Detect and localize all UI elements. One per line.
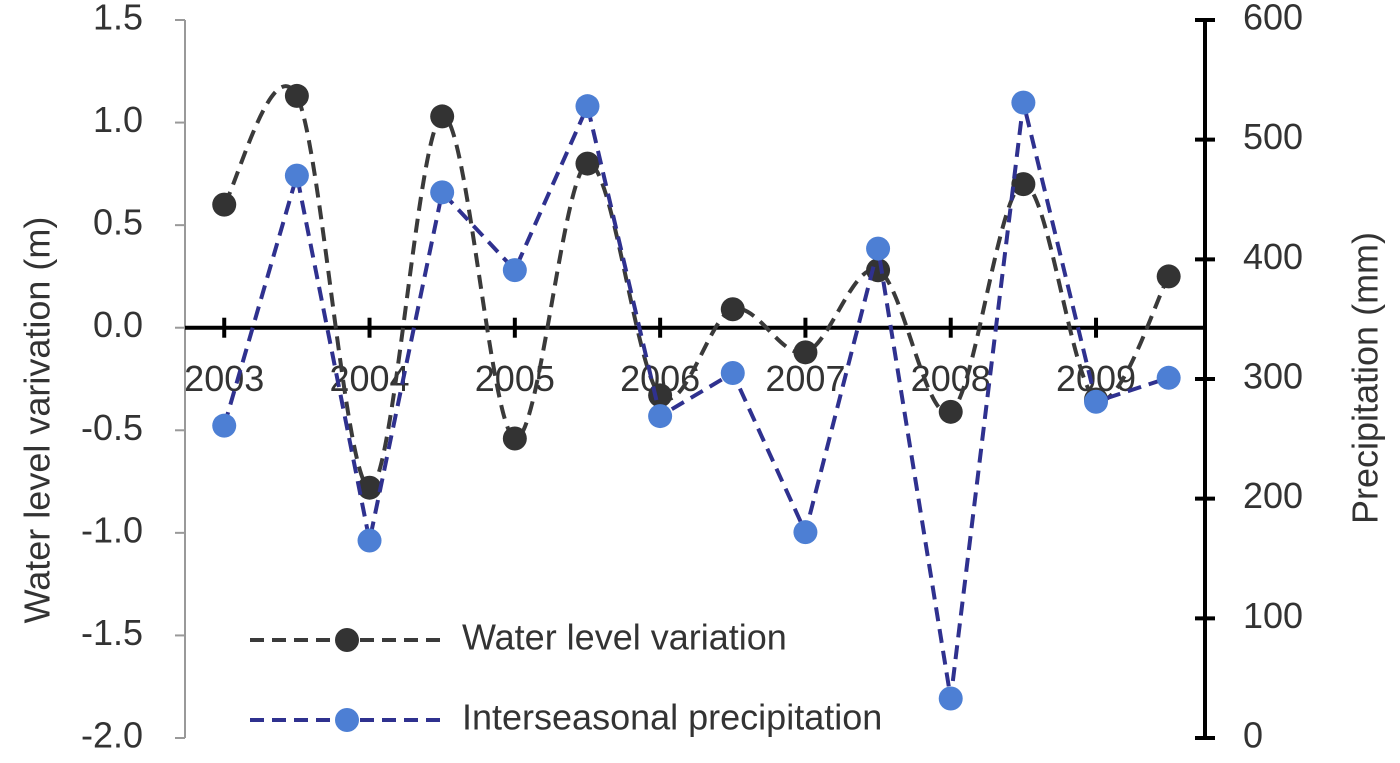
data-point — [502, 258, 527, 283]
data-point — [284, 83, 309, 108]
data-point — [502, 426, 527, 451]
data-point — [430, 104, 455, 129]
y2-tick-label: 500 — [1243, 116, 1303, 157]
series-line — [222, 84, 1171, 490]
y2-tick-label: 100 — [1243, 595, 1303, 636]
legend-label: Interseasonal precipitation — [462, 697, 882, 738]
data-point — [938, 399, 963, 424]
y2-tick-label: 400 — [1243, 236, 1303, 277]
y-tick-label: -2.0 — [81, 715, 143, 756]
legend-marker — [335, 628, 359, 652]
series-line — [222, 99, 1170, 699]
data-point — [793, 520, 818, 545]
data-point — [575, 151, 600, 176]
y-tick-label: 1.5 — [93, 0, 143, 38]
data-point — [1011, 90, 1036, 115]
data-point — [1011, 172, 1036, 197]
x-tick-label: 2003 — [184, 358, 264, 399]
legend-label: Water level variation — [462, 617, 787, 658]
y2-tick-label: 300 — [1243, 356, 1303, 397]
data-point — [357, 528, 382, 553]
y-tick-label: 0.0 — [93, 304, 143, 345]
y-tick-label: -1.5 — [81, 612, 143, 653]
y2-tick-label: 200 — [1243, 475, 1303, 516]
data-point — [1156, 264, 1181, 289]
x-tick-label: 2007 — [765, 358, 845, 399]
y-tick-label: 0.5 — [93, 202, 143, 243]
data-point — [284, 163, 309, 188]
legend-marker — [335, 708, 359, 732]
y2-tick-label: 600 — [1243, 0, 1303, 38]
data-point — [938, 686, 963, 711]
data-point — [430, 180, 455, 205]
y2-axis-title: Precipitation (mm) — [1345, 232, 1386, 524]
y-axis-title: Water level varivation (m) — [17, 217, 58, 624]
y-tick-label: -0.5 — [81, 407, 143, 448]
y-tick-label: -1.0 — [81, 509, 143, 550]
data-point — [357, 475, 382, 500]
data-point — [720, 361, 745, 386]
y-tick-label: 1.0 — [93, 99, 143, 140]
data-point — [212, 192, 237, 217]
data-point — [212, 413, 237, 438]
y2-tick-label: 0 — [1243, 715, 1263, 756]
x-tick-label: 2005 — [475, 358, 555, 399]
data-point — [866, 236, 891, 261]
data-point — [575, 94, 600, 119]
data-point — [648, 404, 673, 429]
data-point — [720, 297, 745, 322]
data-point — [1156, 365, 1181, 390]
data-point — [1084, 389, 1109, 414]
data-point — [793, 340, 818, 365]
